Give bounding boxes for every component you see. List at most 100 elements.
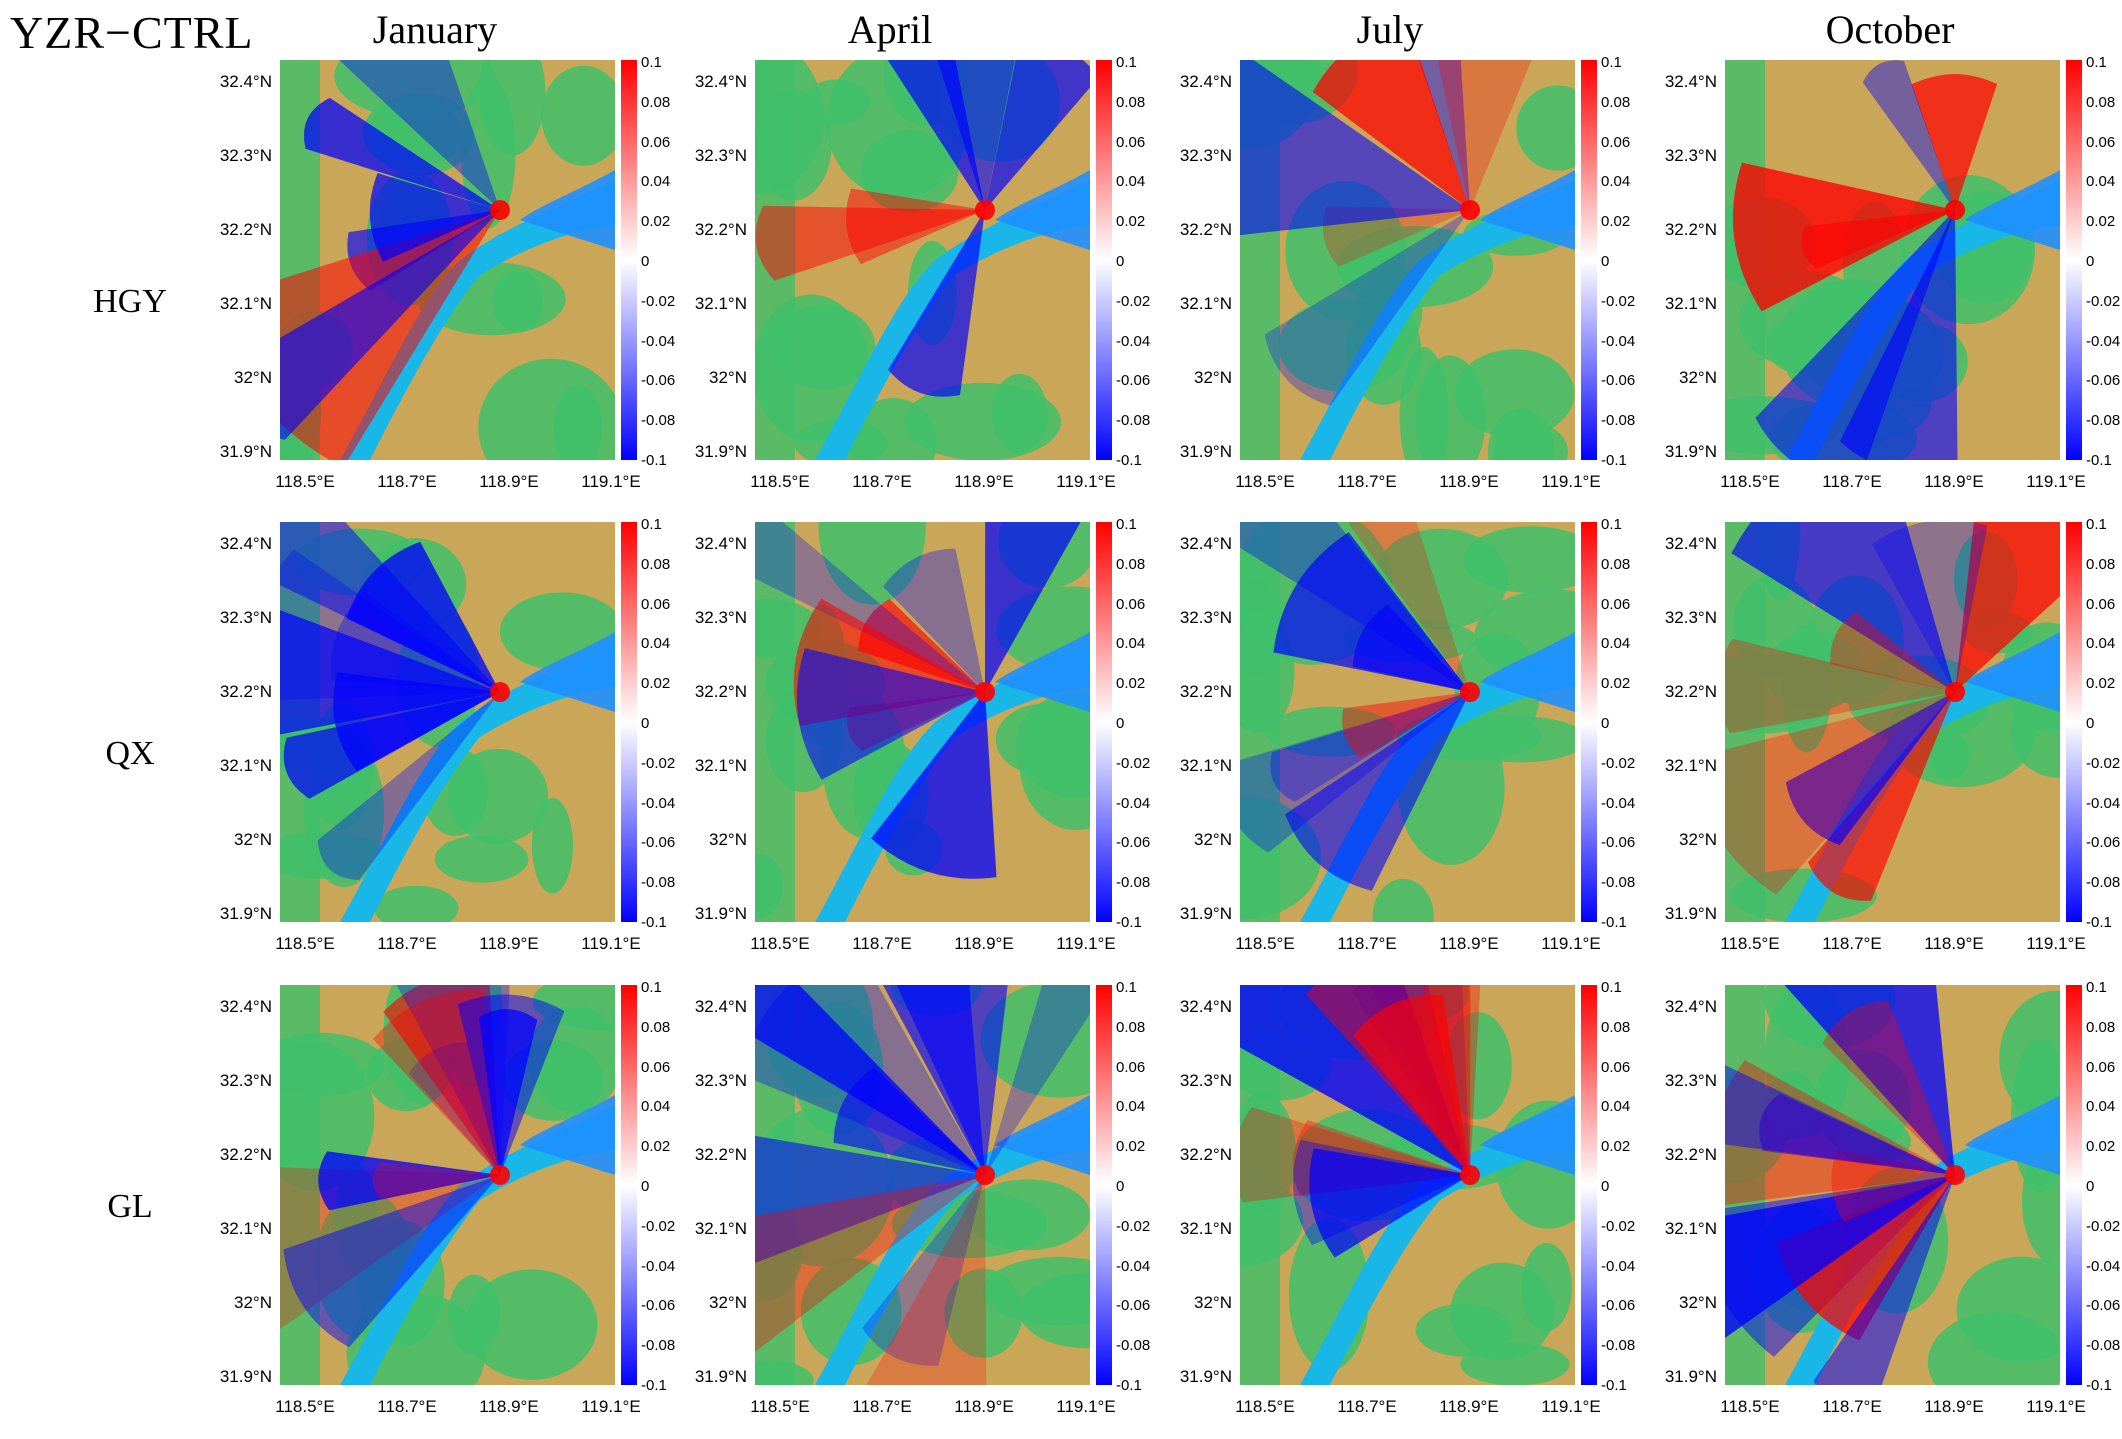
latitude-tick-label: 32.2°N	[1664, 1145, 1717, 1164]
latitude-tick-label: 32.4°N	[219, 72, 272, 91]
latitude-tick-label: 32.3°N	[219, 1071, 272, 1090]
latitude-tick-label: 32.3°N	[1664, 1071, 1717, 1090]
colorbar-tick-label: 0.08	[1116, 1018, 1146, 1036]
colorbar-tick-label: 0.1	[1601, 979, 1622, 996]
latitude-tick-label: 32°N	[1679, 1293, 1717, 1312]
colorbar-tick-label: -0.02	[641, 292, 676, 310]
colorbar	[1581, 522, 1597, 922]
longitude-tick-label: 118.7°E	[1822, 1397, 1882, 1416]
colorbar-tick-label: 0.04	[1601, 173, 1631, 191]
longitude-tick-label: 118.7°E	[852, 472, 912, 491]
colorbar-tick-label: 0.1	[1601, 516, 1622, 533]
colorbar-tick-label: 0.1	[2086, 979, 2107, 996]
longitude-tick-label: 118.9°E	[1924, 934, 1984, 953]
longitude-tick-label: 118.5°E	[1720, 1397, 1780, 1416]
colorbar-tick-label: 0.04	[1116, 1098, 1146, 1116]
latitude-tick-label: 31.9°N	[1664, 1367, 1717, 1386]
colorbar-tick-label: 0	[2086, 1178, 2095, 1195]
colorbar-tick-label: 0.1	[641, 516, 662, 533]
latitude-tick-label: 32.1°N	[694, 756, 747, 775]
colorbar-tick-label: 0.02	[1601, 213, 1631, 231]
latitude-tick-label: 32.4°N	[694, 997, 747, 1016]
colorbar-tick-label: -0.08	[1116, 874, 1151, 892]
colorbar-tick-label: 0.08	[641, 1018, 671, 1036]
colorbar-tick-label: 0	[641, 253, 650, 270]
latitude-tick-label: 32.2°N	[1664, 220, 1717, 239]
longitude-tick-label: 118.7°E	[852, 1397, 912, 1416]
latitude-tick-label: 31.9°N	[1664, 442, 1717, 461]
longitude-tick-label: 118.7°E	[377, 934, 437, 953]
map-panel-qx-january	[280, 522, 615, 922]
colorbar-tick-label: 0.04	[641, 635, 671, 653]
figure-title: YZR−CTRL	[10, 7, 254, 58]
colorbar-tick-label: 0.02	[1116, 675, 1146, 693]
colorbar-tick-label: 0.08	[1601, 93, 1631, 111]
column-header-january: January	[372, 7, 498, 52]
map-panel-qx-october	[1725, 522, 2060, 922]
latitude-tick-label: 32°N	[1679, 830, 1717, 849]
colorbar	[2066, 60, 2082, 460]
colorbar-tick-label: 0.08	[1601, 1018, 1631, 1036]
latitude-tick-label: 32.2°N	[1179, 1145, 1232, 1164]
longitude-tick-label: 119.1°E	[2026, 472, 2086, 491]
colorbar-tick-label: -0.08	[641, 412, 676, 430]
colorbar-tick-label: 0.1	[1116, 979, 1137, 996]
column-header-july: July	[1356, 7, 1424, 52]
longitude-tick-label: 119.1°E	[2026, 934, 2086, 953]
latitude-tick-label: 32.3°N	[219, 146, 272, 165]
colorbar-tick-label: 0.06	[1601, 133, 1631, 151]
latitude-tick-label: 31.9°N	[219, 1367, 272, 1386]
colorbar-tick-label: 0.08	[2086, 1018, 2116, 1036]
colorbar	[621, 522, 637, 922]
colorbar-tick-label: 0	[641, 1178, 650, 1195]
longitude-tick-label: 118.5°E	[1720, 934, 1780, 953]
colorbar-tick-label: -0.04	[1116, 1257, 1151, 1275]
colorbar-tick-label: 0.1	[1601, 54, 1622, 71]
colorbar-tick-label: -0.02	[1116, 292, 1151, 310]
colorbar-tick-label: 0.06	[2086, 133, 2116, 151]
colorbar-tick-label: 0.04	[1601, 1098, 1631, 1116]
longitude-tick-label: 118.9°E	[479, 1397, 539, 1416]
latitude-tick-label: 32.4°N	[1664, 997, 1717, 1016]
latitude-tick-label: 32°N	[1194, 368, 1232, 387]
latitude-tick-label: 32.1°N	[1179, 294, 1232, 313]
latitude-tick-label: 32.4°N	[1179, 997, 1232, 1016]
colorbar-tick-label: 0	[1601, 253, 1610, 270]
colorbar-tick-label: -0.02	[2086, 1217, 2121, 1235]
colorbar-tick-label: 0.1	[641, 54, 662, 71]
colorbar-tick-label: 0.02	[2086, 1138, 2116, 1156]
colorbar-tick-label: 0.02	[1601, 675, 1631, 693]
colorbar-tick-label: -0.1	[1116, 1377, 1142, 1394]
colorbar-tick-label: -0.06	[1601, 834, 1636, 852]
colorbar-tick-label: -0.08	[1601, 874, 1636, 892]
latitude-tick-label: 32.1°N	[219, 756, 272, 775]
colorbar-tick-label: 0.1	[2086, 516, 2107, 533]
map-panel-qx-july	[1240, 522, 1575, 922]
colorbar-tick-label: 0	[1601, 1178, 1610, 1195]
colorbar-tick-label: -0.1	[1116, 914, 1142, 931]
colorbar-tick-label: -0.02	[1116, 754, 1151, 772]
colorbar-tick-label: 0.02	[2086, 675, 2116, 693]
colorbar-tick-label: -0.04	[641, 794, 676, 812]
colorbar-tick-label: -0.04	[1116, 332, 1151, 350]
colorbar-tick-label: 0.08	[2086, 93, 2116, 111]
colorbar-tick-label: -0.06	[1116, 372, 1151, 390]
map-panel-gl-april	[755, 985, 1090, 1385]
anomaly-map-hgy-april	[755, 60, 1090, 460]
longitude-tick-label: 119.1°E	[581, 472, 641, 491]
longitude-tick-label: 119.1°E	[1541, 472, 1601, 491]
anomaly-map-hgy-january	[280, 60, 615, 460]
longitude-tick-label: 118.9°E	[1924, 472, 1984, 491]
latitude-tick-label: 32.1°N	[1664, 294, 1717, 313]
colorbar-tick-label: 0	[1116, 715, 1125, 732]
longitude-tick-label: 119.1°E	[581, 934, 641, 953]
latitude-tick-label: 32.3°N	[694, 146, 747, 165]
latitude-tick-label: 32°N	[234, 368, 272, 387]
latitude-tick-label: 31.9°N	[694, 1367, 747, 1386]
colorbar-tick-label: -0.08	[1601, 412, 1636, 430]
latitude-tick-label: 32.4°N	[694, 534, 747, 553]
longitude-tick-label: 118.9°E	[479, 472, 539, 491]
longitude-tick-label: 118.5°E	[750, 1397, 810, 1416]
map-panel-hgy-october	[1725, 60, 2060, 460]
row-header-gl: GL	[107, 1188, 153, 1225]
